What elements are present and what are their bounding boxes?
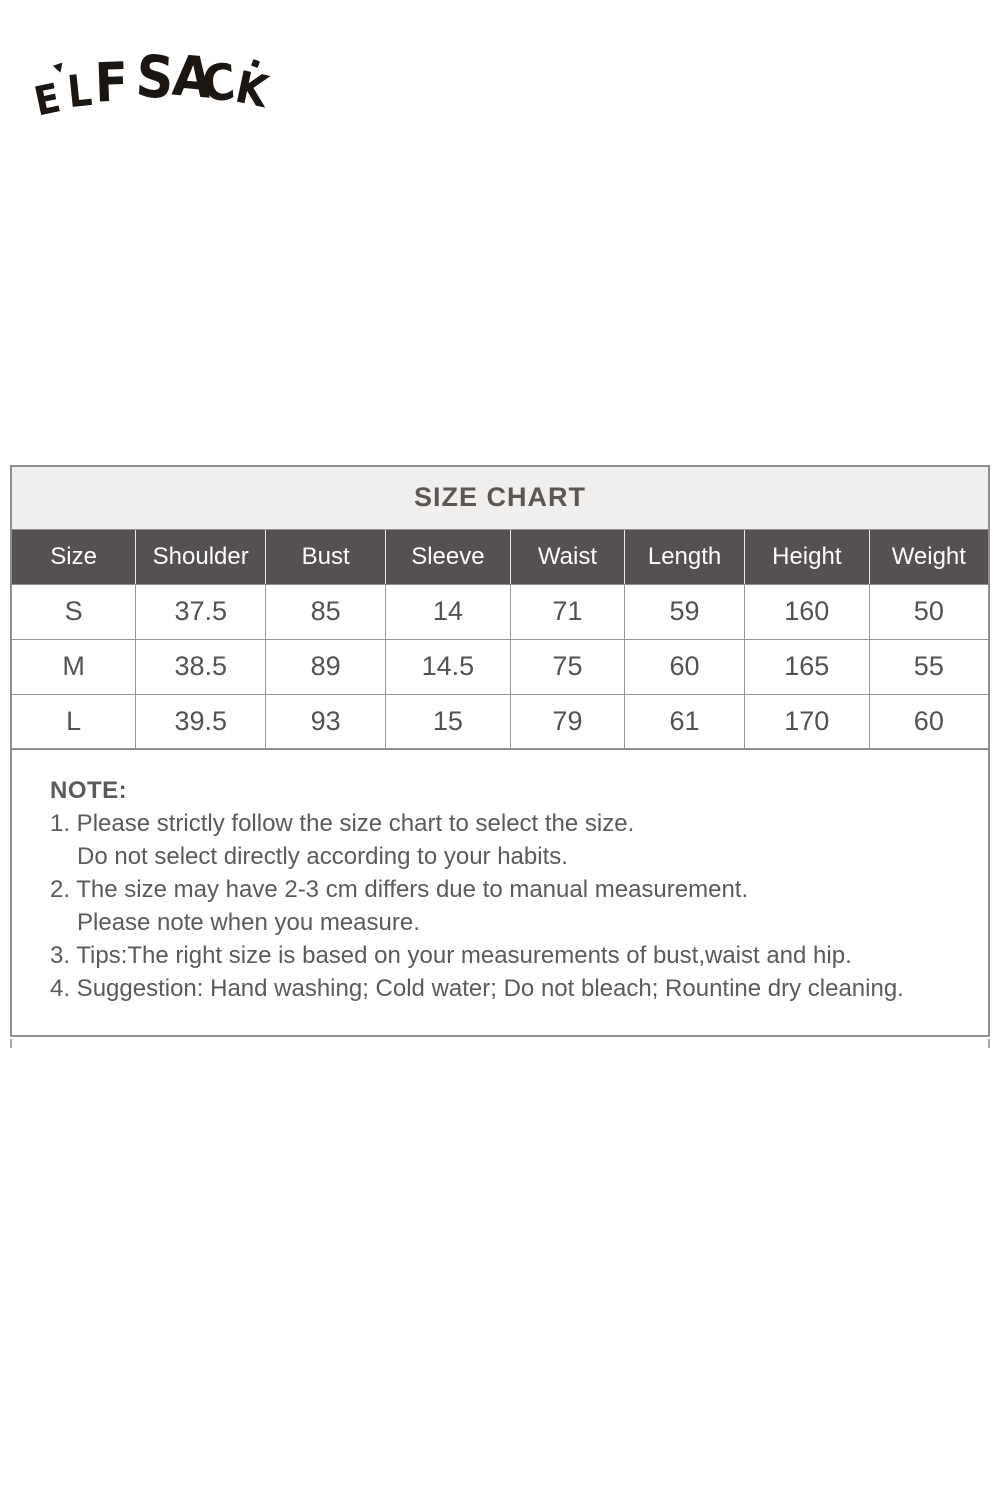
note-line: 3. Tips:The right size is based on your … xyxy=(50,942,852,969)
cell-value: 39.5 xyxy=(135,693,267,750)
cell-value: 14.5 xyxy=(385,638,511,695)
note-line: Please note when you measure. xyxy=(77,909,420,936)
cell-value: 85 xyxy=(265,583,387,640)
table-row-size-m: M 38.5 89 14.5 75 60 165 55 xyxy=(10,638,990,695)
logo-letter: F xyxy=(93,50,130,115)
column-header-length: Length xyxy=(624,529,745,585)
note-line: 4. Suggestion: Hand washing; Cold water;… xyxy=(50,975,904,1002)
cell-value: 60 xyxy=(868,693,990,750)
cell-value: 37.5 xyxy=(135,583,267,640)
cell-value: 79 xyxy=(509,693,626,750)
cell-size: S xyxy=(10,583,137,640)
cell-value: 15 xyxy=(385,693,511,750)
column-header-waist: Waist xyxy=(509,529,625,585)
logo-accent-mark xyxy=(52,62,66,75)
cell-value: 89 xyxy=(265,638,387,695)
cropped-section-edge xyxy=(10,1039,990,1048)
note-line: 2. The size may have 2-3 cm differs due … xyxy=(50,876,749,903)
cell-value: 165 xyxy=(743,638,870,695)
table-title-row: SIZE CHART xyxy=(11,466,989,530)
size-chart-section: SIZE CHART Size Shoulder Bust Sleeve Wai… xyxy=(10,465,990,1048)
logo-letter: E xyxy=(30,75,65,126)
column-header-weight: Weight xyxy=(868,529,989,585)
cell-value: 38.5 xyxy=(135,638,267,695)
cell-size: M xyxy=(10,638,137,695)
logo-letter: C xyxy=(200,52,238,114)
cell-value: 55 xyxy=(868,638,990,695)
column-header-height: Height xyxy=(743,529,870,585)
cell-value: 60 xyxy=(624,638,745,695)
column-header-shoulder: Shoulder xyxy=(135,529,266,585)
column-header-sleeve: Sleeve xyxy=(385,529,511,585)
note-line: Do not select directly according to your… xyxy=(77,843,568,870)
size-chart-table: SIZE CHART Size Shoulder Bust Sleeve Wai… xyxy=(10,465,990,750)
cell-value: 59 xyxy=(624,583,745,640)
cell-value: 93 xyxy=(265,693,387,750)
table-row-size-s: S 37.5 85 14 71 59 160 50 xyxy=(10,583,990,640)
cell-value: 50 xyxy=(868,583,990,640)
note-line: 1. Please strictly follow the size chart… xyxy=(50,810,635,837)
logo-letter: L xyxy=(65,65,95,119)
table-header-row: Size Shoulder Bust Sleeve Waist Length H… xyxy=(11,529,989,585)
logo-letter: S xyxy=(133,41,177,113)
cell-value: 14 xyxy=(385,583,511,640)
cell-size: L xyxy=(10,693,137,750)
note-section: NOTE: 1. Please strictly follow the size… xyxy=(10,750,990,1037)
size-chart-title: SIZE CHART xyxy=(11,466,989,530)
logo-letter: K xyxy=(231,61,273,119)
table-row-size-l: L 39.5 93 15 79 61 170 60 xyxy=(10,693,990,750)
cell-value: 160 xyxy=(743,583,870,640)
brand-logo: E L F S A C K xyxy=(30,41,272,134)
column-header-size: Size xyxy=(11,529,136,585)
note-heading: NOTE: xyxy=(50,777,128,804)
column-header-bust: Bust xyxy=(265,529,386,585)
cell-value: 75 xyxy=(509,638,626,695)
cell-value: 170 xyxy=(743,693,870,750)
cell-value: 61 xyxy=(624,693,745,750)
cell-value: 71 xyxy=(509,583,626,640)
